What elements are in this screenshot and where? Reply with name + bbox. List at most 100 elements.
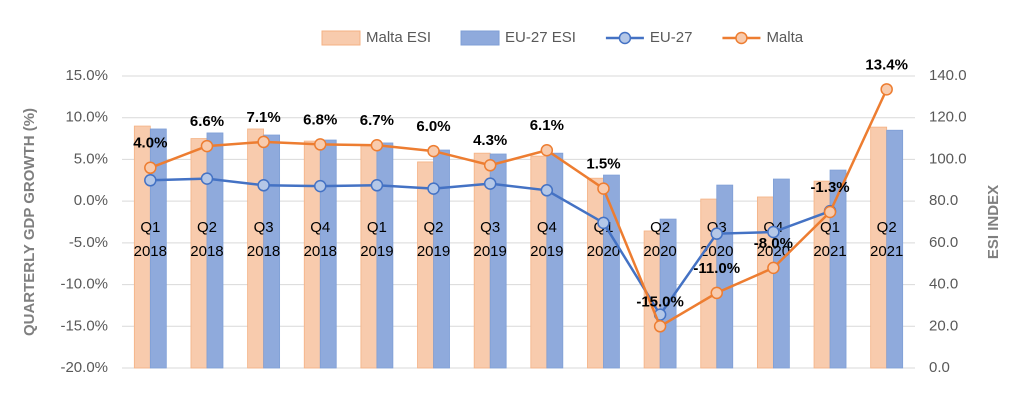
marker	[653, 320, 667, 333]
marker	[144, 174, 157, 187]
data-label: 1.5%	[586, 156, 620, 173]
y2-tick-label: 60.0	[929, 234, 958, 251]
y2-tick-label: 40.0	[929, 276, 958, 293]
marker	[823, 205, 837, 219]
legend-label: Malta ESI	[366, 29, 431, 46]
marker	[597, 182, 610, 195]
marker	[710, 286, 723, 300]
data-label: -11.0%	[693, 260, 740, 277]
data-label: -8.0%	[754, 235, 793, 252]
marker	[767, 261, 780, 275]
data-label: 7.1%	[247, 109, 281, 126]
x-tick-label: 2018	[247, 243, 280, 260]
legend-swatch	[735, 31, 748, 45]
x-tick-label: 2019	[360, 243, 393, 260]
data-label: 6.1%	[530, 117, 564, 134]
marker	[483, 159, 497, 172]
data-label: 6.8%	[303, 111, 337, 128]
x-tick-label: Q1	[367, 219, 387, 236]
bar	[886, 129, 904, 369]
marker	[314, 179, 327, 193]
x-tick-label: Q2	[424, 219, 444, 236]
y-tick-label: 0.0%	[74, 192, 108, 209]
legend-swatch	[618, 31, 632, 45]
y2-axis-title: ESI INDEX	[985, 185, 1002, 259]
marker	[200, 139, 214, 153]
legend-swatch	[321, 30, 361, 46]
y2-tick-label: 80.0	[929, 192, 958, 209]
x-tick-label: 2020	[757, 243, 790, 260]
x-tick-label: Q3	[480, 219, 500, 236]
x-tick-label: Q3	[254, 219, 274, 236]
marker	[144, 161, 157, 175]
y2-tick-label: 120.0	[929, 109, 967, 126]
marker	[767, 225, 780, 239]
marker	[710, 227, 723, 240]
marker	[257, 179, 270, 192]
marker	[427, 182, 440, 195]
legend-swatch	[460, 30, 500, 46]
marker	[540, 144, 554, 157]
y2-tick-label: 20.0	[929, 317, 958, 334]
x-tick-label: 2020	[643, 243, 676, 260]
data-label: -1.3%	[810, 179, 849, 196]
legend-label: Malta	[766, 29, 803, 46]
bar	[603, 174, 620, 369]
marker	[314, 138, 327, 151]
x-tick-label: 2021	[813, 243, 846, 260]
y-tick-label: -20.0%	[60, 359, 108, 376]
marker	[880, 83, 893, 96]
bar	[376, 142, 394, 369]
y-tick-label: 15.0%	[65, 67, 108, 84]
bar	[829, 169, 847, 369]
y2-tick-label: 0.0	[929, 359, 950, 376]
x-tick-label: 2018	[134, 243, 167, 260]
x-tick-label: Q4	[310, 219, 330, 236]
y-tick-label: 10.0%	[65, 109, 108, 126]
y-tick-label: -10.0%	[60, 276, 108, 293]
x-tick-label: 2019	[530, 243, 563, 260]
bar	[319, 139, 337, 369]
data-label: 4.3%	[473, 132, 507, 149]
bar	[149, 128, 167, 369]
x-tick-label: 2019	[417, 243, 450, 260]
x-tick-label: Q2	[197, 219, 217, 236]
data-label: 6.7%	[360, 112, 394, 129]
marker	[427, 144, 440, 158]
y-tick-label: -5.0%	[69, 234, 108, 251]
x-tick-label: 2021	[870, 243, 903, 260]
x-tick-label: 2020	[587, 243, 620, 260]
data-label: 6.0%	[416, 118, 450, 135]
x-tick-label: Q2	[877, 219, 897, 236]
bar	[206, 132, 224, 369]
x-tick-label: 2019	[473, 243, 506, 260]
y2-tick-label: 100.0	[929, 150, 967, 167]
bar	[587, 177, 604, 369]
x-tick-label: 2018	[304, 243, 337, 260]
line	[149, 88, 888, 329]
marker	[370, 179, 384, 192]
y-tick-label: -15.0%	[60, 317, 108, 334]
legend-label: EU-27 ESI	[505, 29, 576, 46]
x-tick-label: 2018	[190, 243, 223, 260]
marker	[257, 135, 270, 149]
y-axis-title: QUARTERLY GDP GROWTH (%)	[21, 108, 38, 336]
data-label: 13.4%	[865, 56, 908, 73]
data-label: 4.0%	[133, 135, 167, 152]
marker	[540, 184, 554, 197]
x-tick-label: Q1	[140, 219, 160, 236]
bar	[263, 134, 281, 369]
y-tick-label: 5.0%	[74, 150, 108, 167]
x-tick-label: Q4	[537, 219, 557, 236]
marker	[597, 216, 610, 230]
marker	[370, 138, 384, 152]
x-tick-label: Q1	[820, 219, 840, 236]
data-label: -15.0%	[636, 293, 684, 310]
bar	[546, 152, 564, 369]
marker	[200, 172, 214, 185]
y2-tick-label: 140.0	[929, 67, 967, 84]
bar	[433, 149, 450, 369]
marker	[483, 177, 497, 190]
data-label: 6.6%	[190, 113, 224, 130]
